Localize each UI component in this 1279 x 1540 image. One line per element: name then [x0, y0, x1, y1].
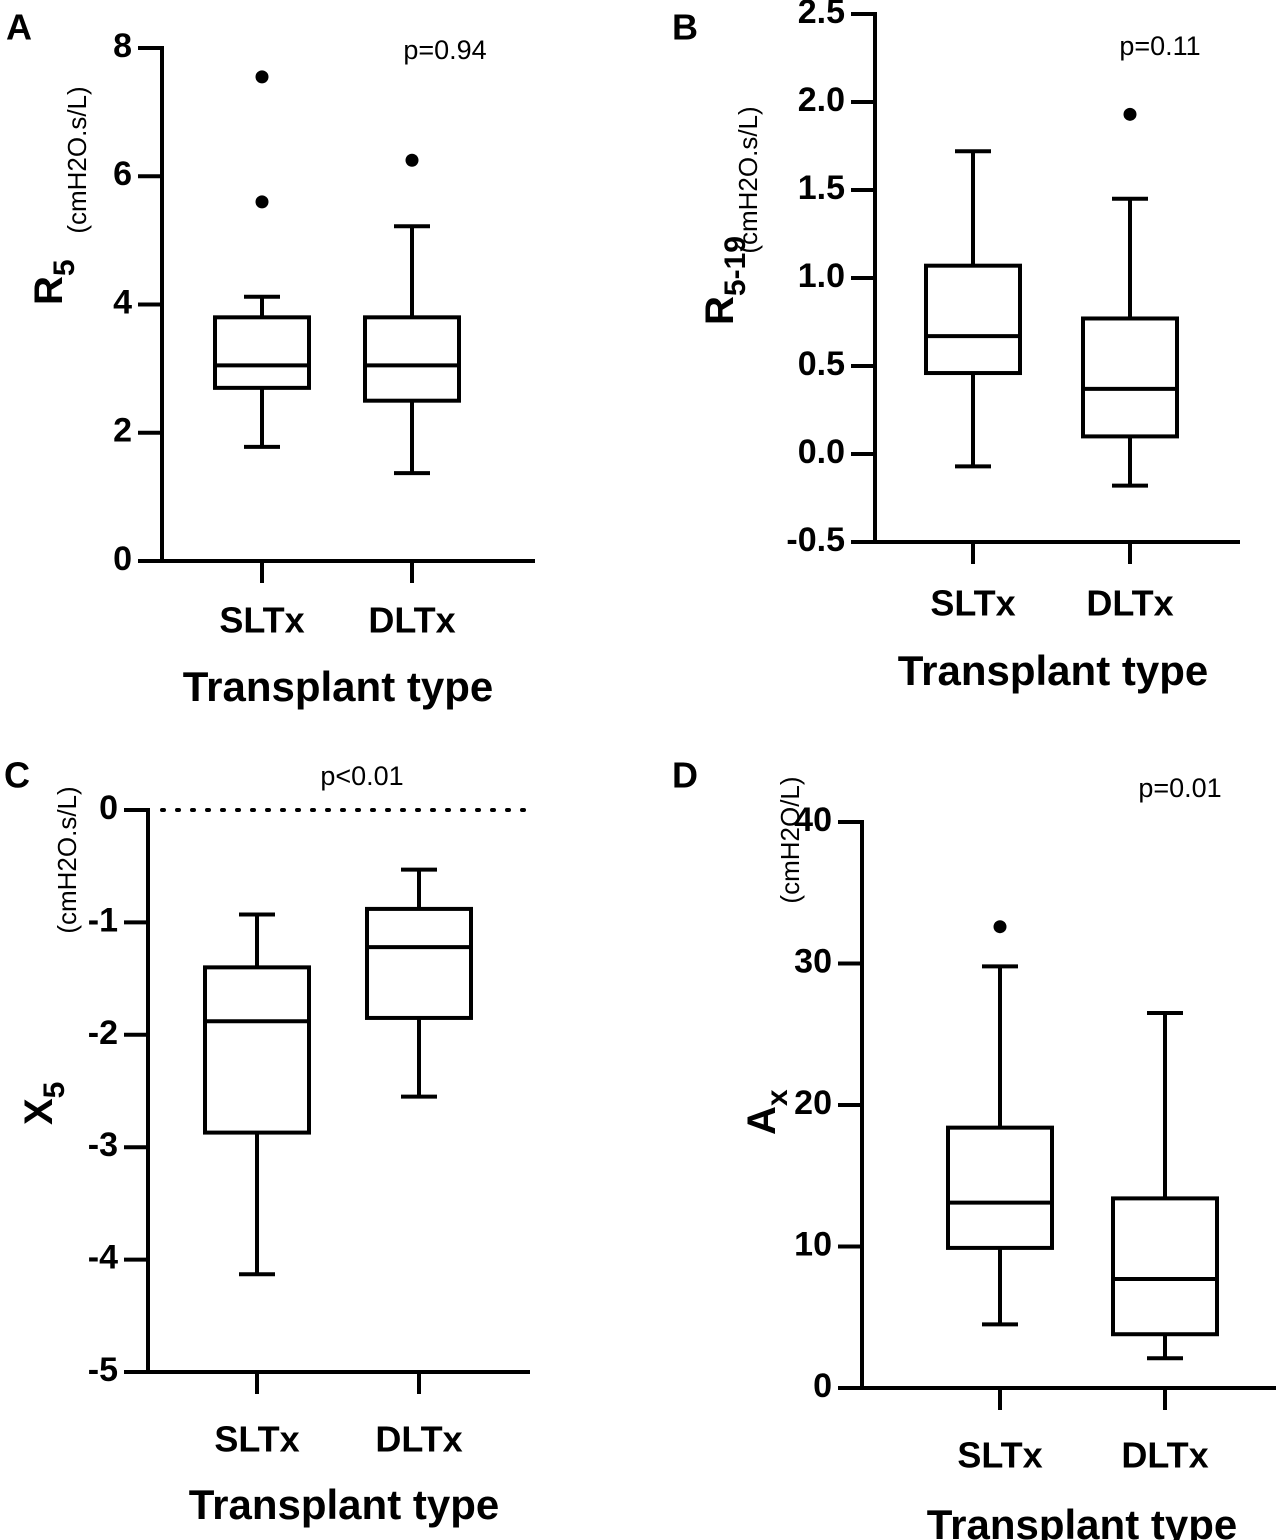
p-value: p<0.01	[320, 761, 403, 791]
y-axis-title-main: R	[27, 276, 71, 305]
y-axis-title: R5	[27, 259, 81, 305]
x-tick-label: DLTx	[1086, 583, 1173, 624]
box-dltx	[1111, 1011, 1219, 1361]
x-tick-label: SLTx	[957, 1435, 1042, 1476]
y-tick-label: 2.5	[798, 0, 845, 31]
p-value: p=0.11	[1119, 31, 1200, 61]
outlier-point	[993, 920, 1007, 934]
y-tick-label: -3	[88, 1126, 118, 1164]
box-sltx	[203, 912, 311, 1277]
y-tick-label: -1	[88, 901, 118, 939]
y-axis-title-main: R	[698, 296, 742, 325]
outlier-point	[1123, 107, 1137, 121]
y-tick-label: -2	[88, 1014, 118, 1052]
panel-letter: B	[672, 7, 698, 48]
y-tick-label: -5	[88, 1351, 118, 1389]
y-axis-title: R5-19	[698, 236, 752, 325]
iqr-box	[946, 1125, 1054, 1250]
y-axis-title-subscript: x	[761, 1089, 794, 1106]
y-tick-label: 8	[113, 27, 132, 65]
y-tick-label: 4	[113, 283, 132, 321]
iqr-box	[365, 906, 473, 1020]
y-axis-title-main: X	[17, 1098, 61, 1125]
x-axis-title: Transplant type	[898, 647, 1208, 694]
x-tick-label: DLTx	[1121, 1435, 1208, 1476]
outlier-point	[255, 195, 269, 209]
y-axis-title: Ax	[740, 1089, 794, 1135]
x-axis-title: Transplant type	[927, 1501, 1237, 1540]
outlier-point	[405, 153, 419, 167]
iqr-box	[203, 965, 311, 1135]
y-tick-label: 1.5	[798, 169, 845, 207]
y-tick-label: 40	[794, 801, 832, 839]
x-axis-title: Transplant type	[183, 663, 493, 710]
p-value: p=0.94	[403, 35, 486, 65]
y-axis-title: X5	[17, 1082, 71, 1125]
y-tick-label: 0	[813, 1367, 832, 1405]
y-tick-label: 6	[113, 155, 132, 193]
y-tick-label: -4	[88, 1239, 118, 1277]
x-tick-label: SLTx	[214, 1419, 299, 1460]
box-sltx	[213, 70, 311, 449]
box-dltx	[1081, 107, 1179, 488]
panel-letter: A	[6, 7, 32, 48]
box-dltx	[365, 867, 473, 1099]
panel-letter: C	[4, 755, 30, 796]
iqr-box	[924, 263, 1022, 376]
x-tick-label: SLTx	[930, 583, 1015, 624]
iqr-box	[363, 315, 461, 403]
outlier-point	[255, 70, 269, 84]
y-tick-label: 20	[794, 1084, 832, 1122]
box-dltx	[363, 153, 461, 476]
y-tick-label: -0.5	[786, 521, 845, 559]
y-tick-label: 0.0	[798, 433, 845, 471]
y-tick-label: 0	[99, 789, 118, 827]
x-tick-label: DLTx	[375, 1419, 462, 1460]
y-axis-unit: (cmH2O/L)	[775, 776, 805, 903]
box-sltx	[946, 920, 1054, 1327]
y-axis-title-subscript: 5	[48, 259, 81, 276]
x-axis-title: Transplant type	[189, 1481, 499, 1528]
y-axis-unit: (cmH2O.s/L)	[52, 786, 82, 933]
y-tick-label: 1.0	[798, 257, 845, 295]
panel-a: Ap=0.94 0 2 4 6 8 SLTx DLTx Transplant type R5 (cm…	[6, 7, 535, 710]
y-tick-label: 10	[794, 1225, 832, 1263]
y-axis-unit: (cmH2O.s/L)	[62, 86, 92, 233]
y-tick-label: 0	[113, 540, 132, 578]
y-axis-title-main: A	[740, 1106, 784, 1135]
x-tick-label: SLTx	[219, 600, 304, 641]
p-value: p=0.01	[1138, 773, 1221, 803]
y-axis-unit: (cmH2O.s/L)	[733, 106, 763, 253]
y-tick-label: 0.5	[798, 345, 845, 383]
y-axis-title-subscript: 5	[38, 1082, 71, 1099]
iqr-box	[213, 315, 311, 390]
y-tick-label: 30	[794, 942, 832, 980]
y-axis-title-subscript: 5-19	[719, 236, 752, 296]
y-tick-label: 2.0	[798, 81, 845, 119]
x-tick-label: DLTx	[368, 600, 455, 641]
panel-letter: D	[672, 755, 698, 796]
y-tick-label: 2	[113, 412, 132, 450]
iqr-box	[1081, 316, 1179, 439]
box-sltx	[924, 149, 1022, 469]
iqr-box	[1111, 1196, 1219, 1337]
